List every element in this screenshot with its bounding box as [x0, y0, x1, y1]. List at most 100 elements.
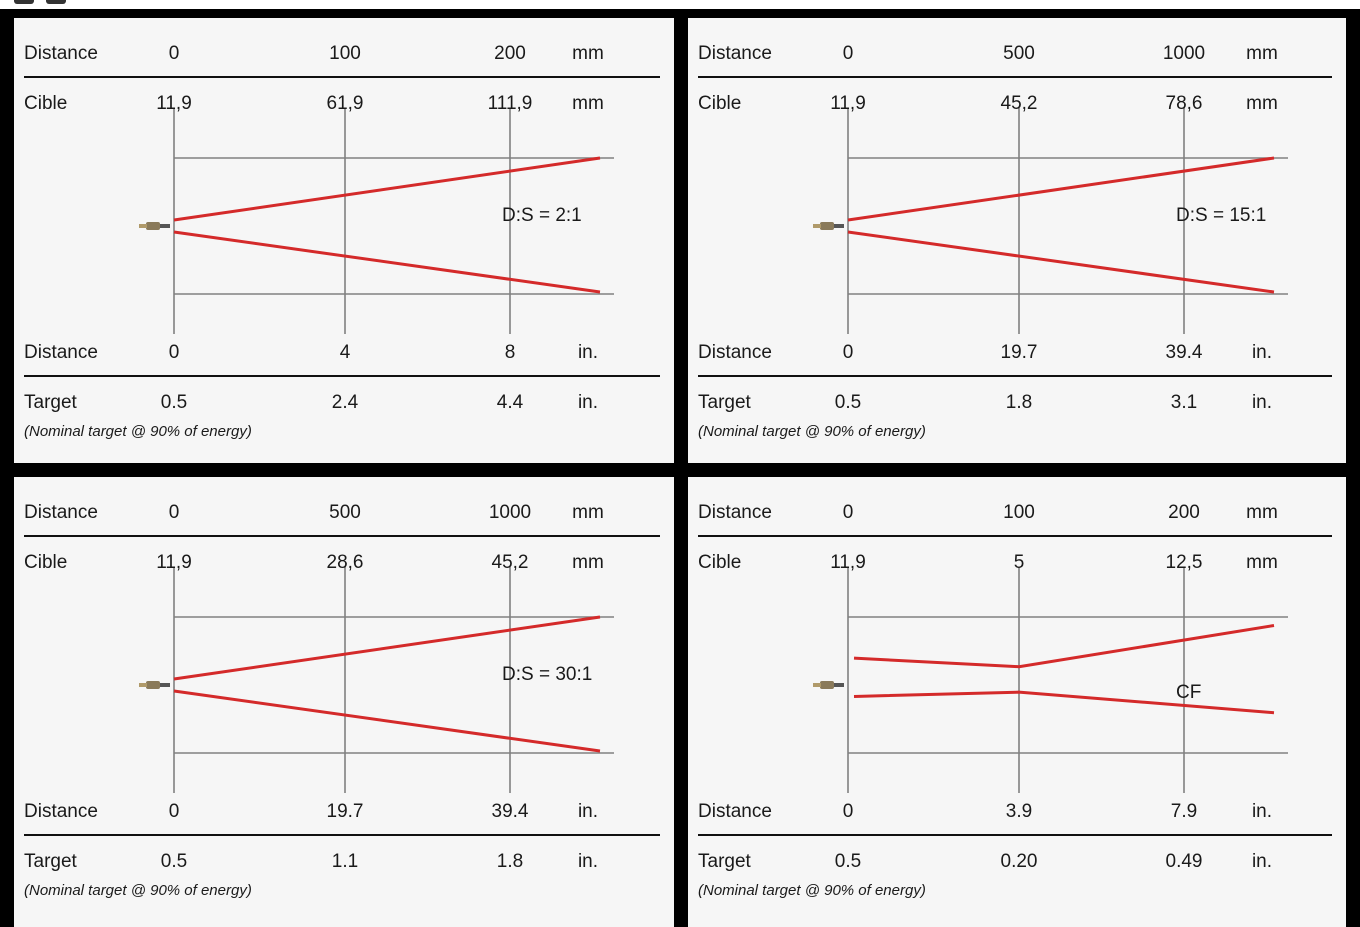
- cible-mm-row-value: 5: [1013, 552, 1025, 573]
- distance-in-row-value: 19.7: [1000, 342, 1038, 363]
- beam-lower-edge: [853, 690, 1275, 715]
- sensor-cable: [139, 683, 147, 687]
- distance-mm-row-value: 500: [329, 502, 361, 523]
- cropped-heading-fragment: [46, 0, 66, 4]
- target-in-row-value: 0.5: [834, 392, 862, 413]
- ratio-label: D:S = 15:1: [1176, 205, 1267, 226]
- cible-mm-row-value: 28,6: [326, 552, 364, 573]
- distance-in-row-label: Distance: [24, 801, 98, 822]
- sensor-cable: [813, 224, 821, 228]
- distance-in-row-value: 7.9: [1170, 801, 1198, 822]
- top-strip: [0, 0, 1360, 9]
- distance-in-row-value: 3.9: [1005, 801, 1033, 822]
- target-in-row-value: 0.20: [1000, 851, 1038, 872]
- cible-mm-row-value: 11,9: [156, 552, 192, 573]
- cible-mm-row-value: 78,6: [1165, 93, 1203, 114]
- footer-rule: [698, 834, 1332, 836]
- distance-in-row-value: 0: [168, 801, 180, 822]
- target-in-row-unit: in.: [577, 392, 599, 413]
- distance-in-row-label: Distance: [698, 801, 772, 822]
- cible-mm-row-value: 12,5: [1165, 552, 1203, 573]
- target-in-row-value: 2.4: [331, 392, 359, 413]
- distance-in-row-unit: in.: [577, 801, 599, 822]
- beam-diagram: [139, 108, 614, 334]
- beam-diagram: [813, 567, 1288, 793]
- target-in-row-value: 1.8: [1005, 392, 1033, 413]
- beam-lower-edge: [847, 230, 1275, 294]
- distance-mm-row-value: 200: [1168, 502, 1200, 523]
- cible-mm-row-unit: mm: [572, 93, 604, 114]
- target-in-row-value: 1.1: [331, 851, 359, 872]
- cible-mm-row-value: 111,9: [487, 93, 533, 114]
- cible-mm-row-value: 11,9: [830, 93, 866, 114]
- cible-mm-row-value: 45,2: [491, 552, 529, 573]
- sensor-lens: [160, 683, 170, 687]
- distance-in-row-value: 8: [504, 342, 516, 363]
- header-rule: [698, 76, 1332, 78]
- cible-mm-row-unit: mm: [1246, 552, 1278, 573]
- target-in-row-value: 1.8: [496, 851, 524, 872]
- distance-mm-row-label: Distance: [698, 43, 772, 64]
- sensor-icon: [139, 222, 170, 230]
- target-in-row-value: 0.5: [160, 851, 188, 872]
- sensor-lens: [834, 224, 844, 228]
- sensor-body: [820, 222, 834, 230]
- target-in-row-unit: in.: [577, 851, 599, 872]
- sensor-cable: [813, 683, 821, 687]
- distance-mm-row-value: 0: [168, 43, 180, 64]
- distance-mm-row-value: 100: [1003, 502, 1035, 523]
- distance-mm-row-value: 0: [842, 502, 854, 523]
- sensor-body: [146, 222, 160, 230]
- sensor-lens: [160, 224, 170, 228]
- distance-mm-row-value: 100: [329, 43, 361, 64]
- footer-rule: [698, 375, 1332, 377]
- cropped-heading-fragment: [14, 0, 34, 4]
- sensor-icon: [813, 222, 844, 230]
- ratio-label: D:S = 2:1: [502, 205, 582, 226]
- sensor-cable: [139, 224, 147, 228]
- distance-mm-row-label: Distance: [698, 502, 772, 523]
- sensor-body: [820, 681, 834, 689]
- cible-mm-row-unit: mm: [1246, 93, 1278, 114]
- target-in-row-label: Target: [698, 392, 751, 413]
- distance-in-row-value: 0: [842, 801, 854, 822]
- target-in-row-unit: in.: [1251, 392, 1273, 413]
- cible-mm-row-label: Cible: [24, 93, 68, 114]
- distance-mm-row-unit: mm: [572, 43, 604, 64]
- nominal-target-note: (Nominal target @ 90% of energy): [24, 423, 252, 440]
- footer-rule: [24, 375, 660, 377]
- target-in-row-label: Target: [698, 851, 751, 872]
- distance-mm-row-label: Distance: [24, 43, 98, 64]
- sensor-icon: [139, 681, 170, 689]
- cible-mm-row-value: 11,9: [156, 93, 192, 114]
- distance-mm-row-value: 1000: [488, 502, 532, 523]
- nominal-target-note: (Nominal target @ 90% of energy): [698, 882, 926, 899]
- sensor-icon: [813, 681, 844, 689]
- target-in-row-unit: in.: [1251, 851, 1273, 872]
- beam-upper-edge: [173, 156, 601, 222]
- distance-in-row-value: 0: [842, 342, 854, 363]
- beam-upper-edge: [173, 615, 601, 681]
- cible-mm-row-value: 11,9: [830, 552, 866, 573]
- ratio-label: CF: [1176, 682, 1202, 703]
- target-in-row-value: 0.5: [160, 392, 188, 413]
- distance-mm-row-value: 200: [494, 43, 526, 64]
- nominal-target-note: (Nominal target @ 90% of energy): [698, 423, 926, 440]
- distance-in-row-value: 0: [168, 342, 180, 363]
- distance-mm-row-value: 0: [842, 43, 854, 64]
- footer-rule: [24, 834, 660, 836]
- distance-in-row-label: Distance: [24, 342, 98, 363]
- distance-in-row-value: 4: [339, 342, 351, 363]
- cible-mm-row-value: 45,2: [1000, 93, 1038, 114]
- target-in-row-value: 4.4: [496, 392, 524, 413]
- distance-mm-row-value: 500: [1003, 43, 1035, 64]
- beam-diagram: [813, 108, 1288, 334]
- cible-mm-row-label: Cible: [698, 552, 742, 573]
- cible-mm-row-label: Cible: [698, 93, 742, 114]
- spot-size-panel: Distance 0 500 1000 mm Cible 11,9 45,2 78,6 mm Dis…: [688, 18, 1346, 463]
- distance-mm-row-value: 1000: [1162, 43, 1206, 64]
- beam-lower-edge: [173, 689, 601, 753]
- sensor-lens: [834, 683, 844, 687]
- header-rule: [24, 76, 660, 78]
- nominal-target-note: (Nominal target @ 90% of energy): [24, 882, 252, 899]
